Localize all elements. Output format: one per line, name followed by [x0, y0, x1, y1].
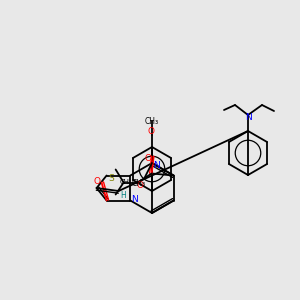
Text: CH₃: CH₃	[132, 178, 146, 188]
Text: CH₃: CH₃	[145, 118, 159, 127]
Text: N: N	[154, 160, 160, 169]
Text: N: N	[244, 112, 251, 122]
Text: N: N	[131, 195, 138, 204]
Text: CH: CH	[120, 178, 130, 184]
Text: H: H	[121, 190, 127, 200]
Text: O: O	[148, 128, 154, 136]
Text: S: S	[109, 174, 115, 183]
Text: O: O	[136, 181, 143, 190]
Text: O: O	[93, 177, 100, 186]
Text: O: O	[144, 154, 151, 163]
